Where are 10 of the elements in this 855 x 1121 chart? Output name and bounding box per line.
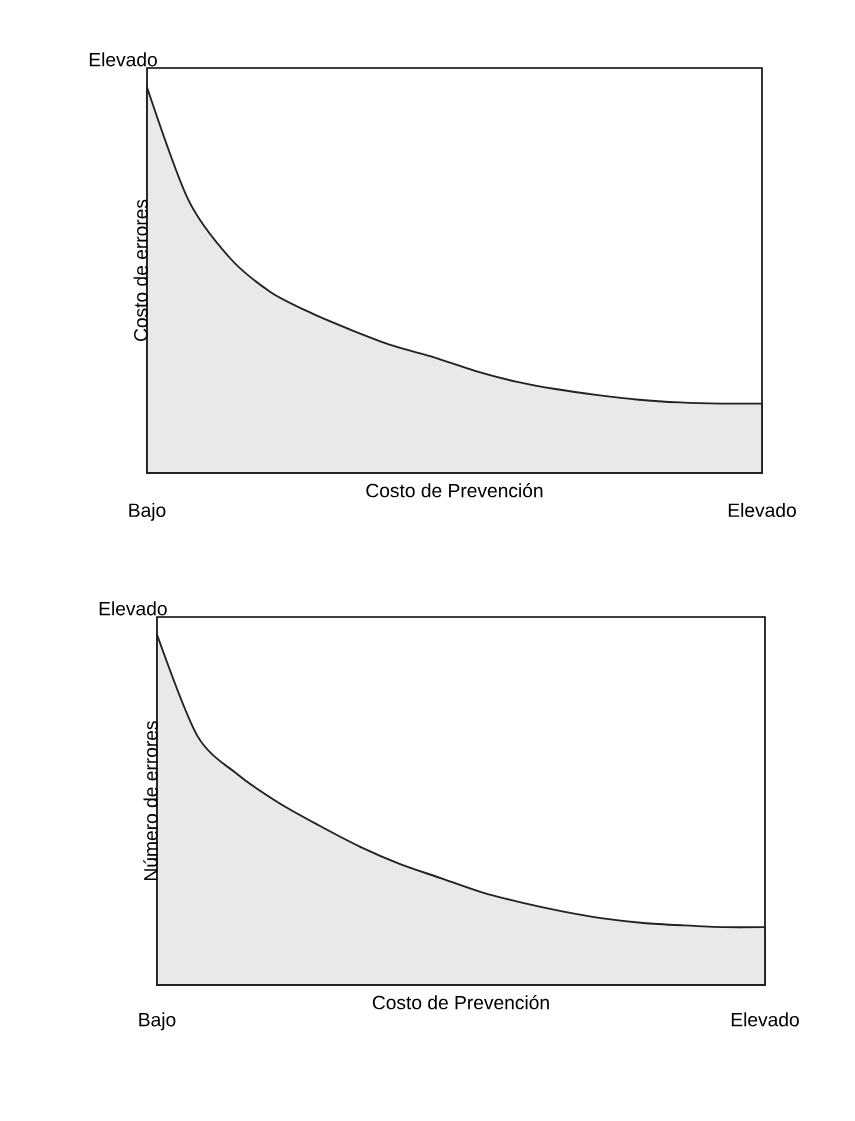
y-axis-title: Costo de errores (133, 199, 148, 342)
text: Elevado (99, 601, 167, 616)
text: Bajo (139, 1012, 176, 1031)
x-axis-title: Costo de Prevención (372, 995, 549, 1010)
text: Bajo (129, 502, 166, 521)
text: Elevado (731, 1012, 799, 1027)
x-axis-title: Costo de Prevención (366, 483, 543, 498)
text: Elevado (89, 52, 157, 67)
y-axis-title: Número de errores (143, 721, 158, 880)
text: Elevado (728, 502, 796, 518)
